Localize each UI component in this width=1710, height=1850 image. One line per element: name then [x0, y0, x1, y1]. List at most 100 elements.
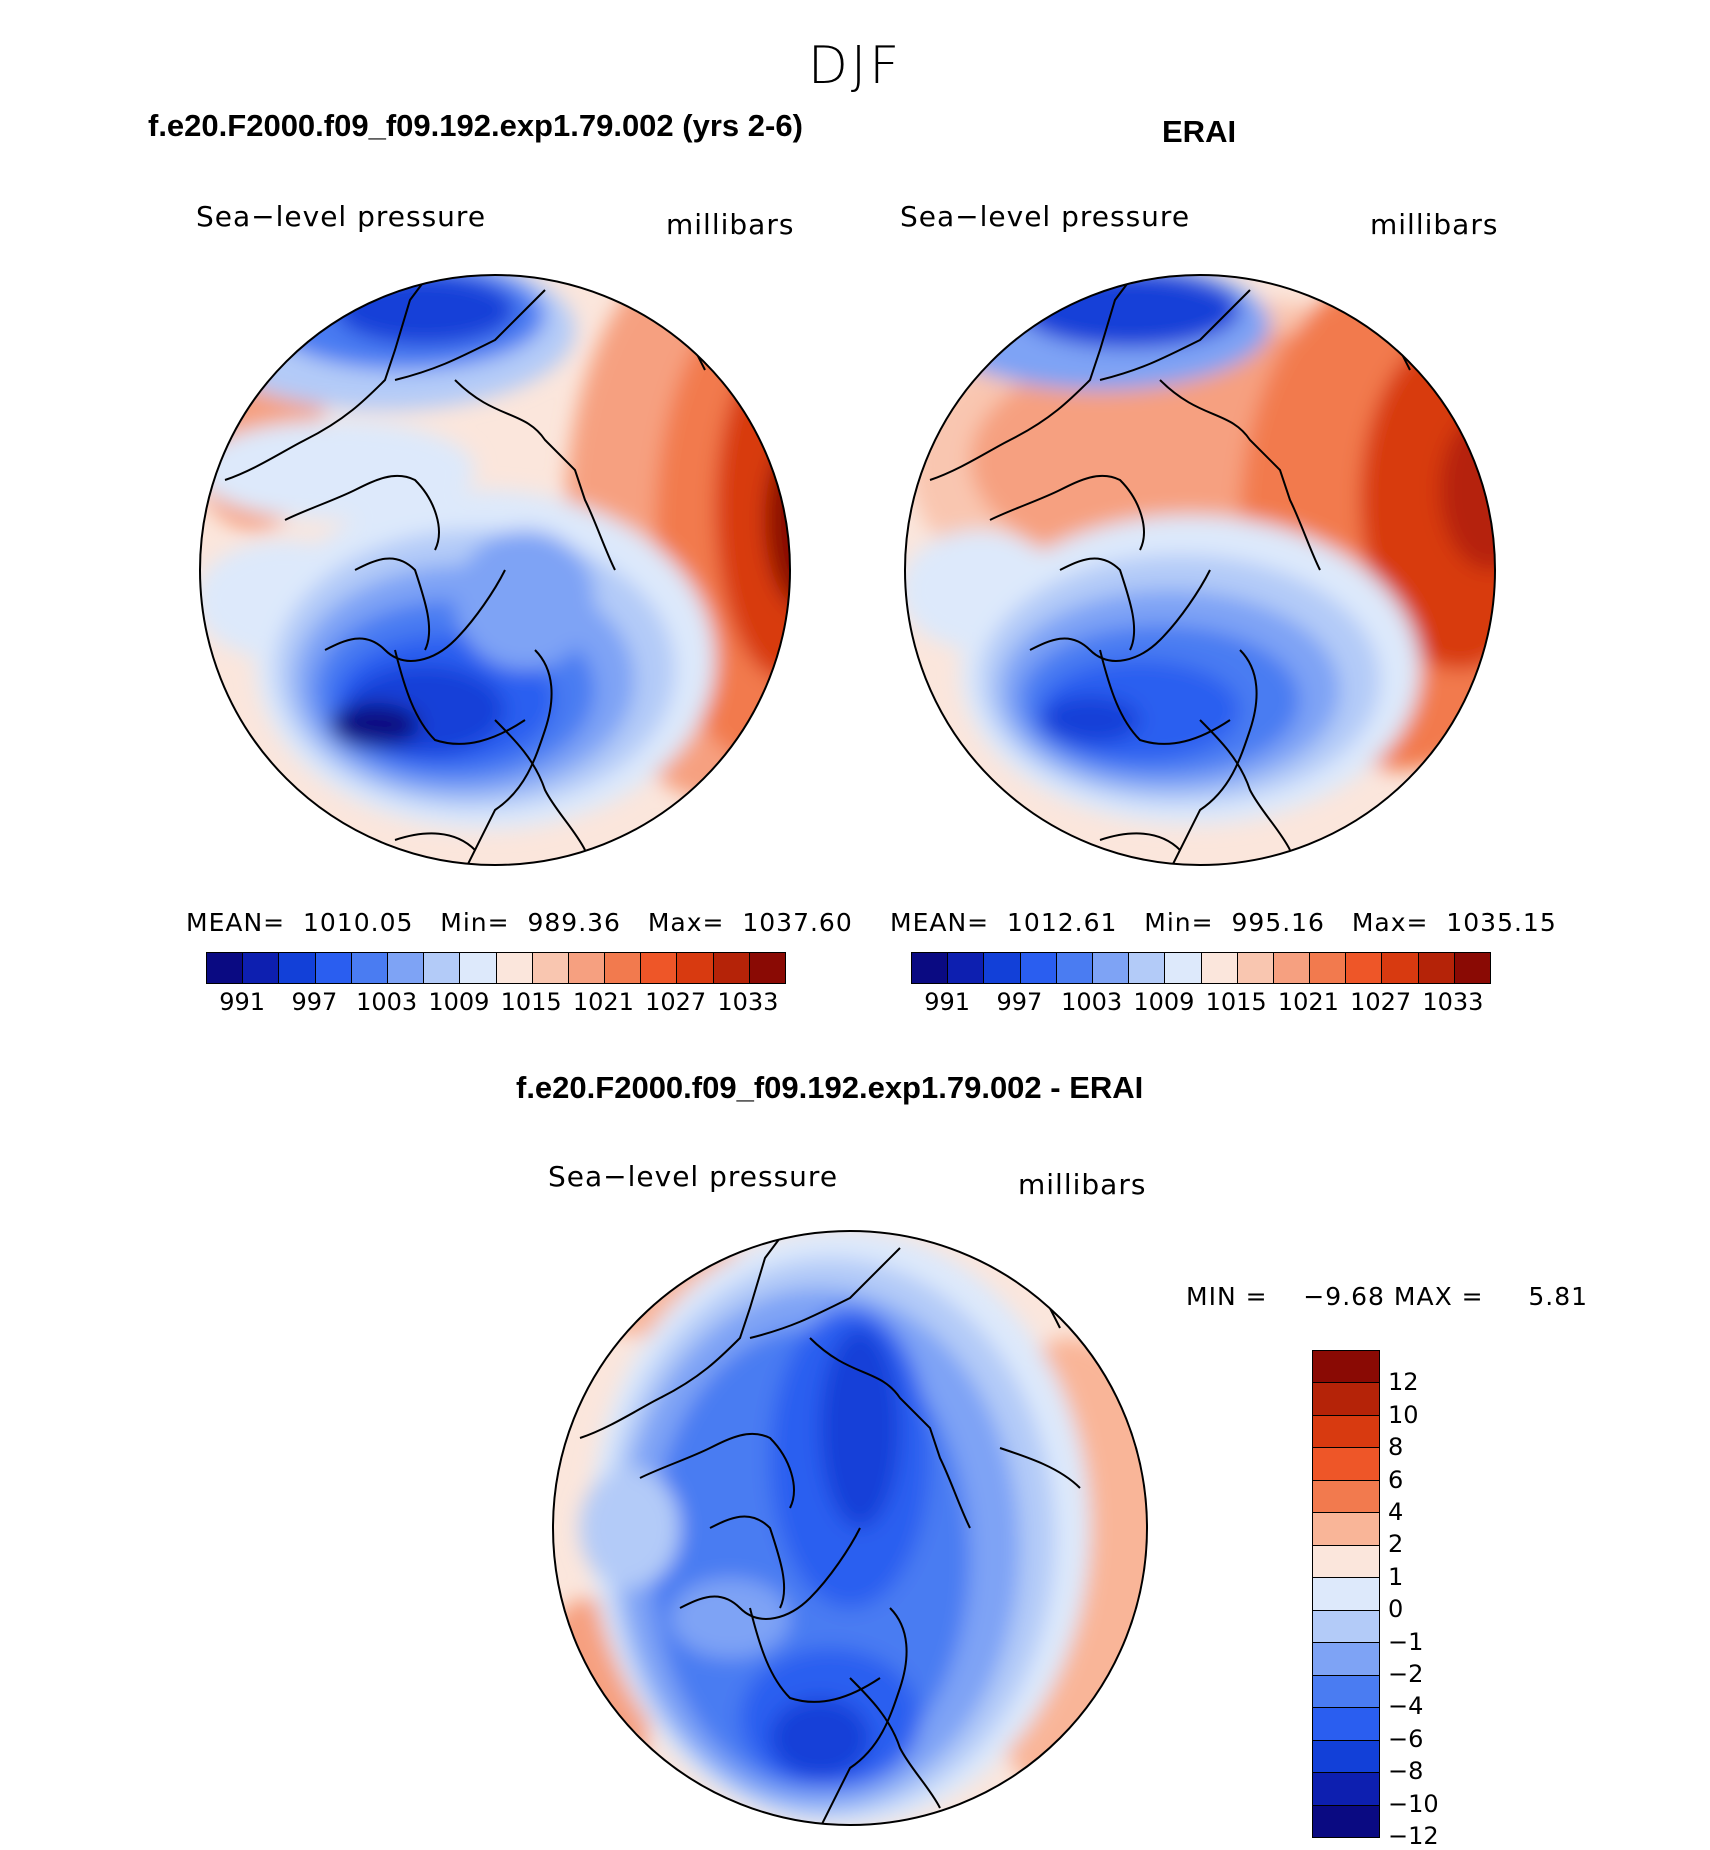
model-mean-label: MEAN= — [186, 908, 286, 937]
obs-variable-label: Sea−level pressure — [900, 200, 1191, 233]
colorbar-swatch — [1313, 1351, 1379, 1384]
colorbar-swatch — [713, 953, 750, 983]
colorbar-tick-label: 1009 — [1133, 988, 1195, 1016]
colorbar-swatch — [279, 953, 316, 983]
colorbar-tick-label: −12 — [1388, 1822, 1439, 1850]
colorbar-tick-label: 1021 — [1277, 988, 1339, 1016]
colorbar-swatch — [1313, 1708, 1379, 1741]
colorbar-tick-label: 1009 — [428, 988, 490, 1016]
colorbar-tick-label: 1021 — [572, 988, 634, 1016]
colorbar-swatch — [1418, 953, 1455, 983]
colorbar-tick-label: −2 — [1388, 1660, 1424, 1688]
colorbar-swatch — [1313, 1675, 1379, 1709]
colorbar-tick-label: −4 — [1388, 1692, 1424, 1721]
colorbar-tick-label: −6 — [1388, 1724, 1424, 1753]
colorbar-swatch — [351, 953, 388, 983]
colorbar-swatch — [948, 953, 985, 983]
colorbar-swatch — [1201, 953, 1238, 983]
colorbar-swatch — [1165, 953, 1202, 983]
colorbar-swatch — [1313, 1545, 1379, 1579]
colorbar-swatch — [984, 953, 1021, 983]
colorbar-swatch — [207, 953, 244, 983]
diff-units-label: millibars — [1018, 1168, 1147, 1201]
model-mean-value: 1010.05 — [303, 908, 414, 937]
colorbar-swatch — [1313, 1773, 1379, 1806]
obs-min-value: 995.16 — [1231, 908, 1325, 937]
colorbar-swatch — [1454, 953, 1490, 983]
colorbar-tick-label: 1027 — [1350, 988, 1412, 1016]
model-max-value: 1037.60 — [742, 908, 853, 937]
colorbar-tick-label: −8 — [1388, 1757, 1424, 1786]
colorbar-tick-label: 4 — [1388, 1498, 1404, 1526]
colorbar-tick-label: 991 — [924, 988, 971, 1016]
colorbar-tick-label: 1003 — [356, 988, 418, 1016]
obs-units-label: millibars — [1370, 208, 1499, 241]
colorbar-swatch — [424, 953, 461, 983]
colorbar-tick-label: 8 — [1388, 1433, 1404, 1462]
model-units-label: millibars — [666, 208, 795, 241]
colorbar-tick-label: 997 — [996, 988, 1043, 1016]
colorbar-swatch — [568, 953, 606, 983]
obs-min-label: Min= — [1144, 908, 1214, 937]
colorbar-swatch — [243, 953, 280, 983]
diff-max-value: 5.81 — [1528, 1282, 1589, 1311]
colorbar-tick-label: 10 — [1388, 1400, 1419, 1429]
diff-min-label: MIN = — [1186, 1282, 1268, 1311]
diff-min-value: −9.68 — [1303, 1282, 1385, 1311]
colorbar-tick-label: 991 — [219, 988, 266, 1016]
colorbar-swatch — [1237, 953, 1274, 983]
colorbar-swatch — [1313, 1643, 1379, 1676]
model-polar-map — [199, 274, 791, 866]
colorbar-tick-label: −1 — [1388, 1627, 1424, 1656]
colorbar-tick-label: −10 — [1388, 1789, 1439, 1818]
obs-panel-title: ERAI — [1162, 114, 1237, 149]
obs-polar-map — [904, 274, 1496, 866]
colorbar-swatch — [460, 953, 497, 983]
colorbar-tick-label: 0 — [1388, 1595, 1404, 1624]
colorbar-swatch — [1092, 953, 1130, 983]
colorbar-tick-label: 2 — [1388, 1530, 1404, 1559]
diff-colorbar — [1312, 1350, 1380, 1838]
diff-stats: MIN = −9.68 MAX = 5.81 — [1186, 1282, 1588, 1311]
model-min-label: Min= — [440, 908, 510, 937]
model-panel-title: f.e20.F2000.f09_f09.192.exp1.79.002 (yrs… — [148, 108, 803, 143]
model-min-value: 989.36 — [527, 908, 621, 937]
colorbar-tick-label: 1027 — [645, 988, 707, 1016]
obs-mean-label: MEAN= — [890, 908, 990, 937]
diff-panel-title: f.e20.F2000.f09_f09.192.exp1.79.002 - ER… — [516, 1070, 1144, 1105]
colorbar-tick-label: 1 — [1388, 1562, 1404, 1591]
colorbar-tick-label: 1015 — [1205, 988, 1267, 1016]
colorbar-swatch — [1313, 1610, 1379, 1644]
colorbar-swatch — [912, 953, 949, 983]
colorbar-swatch — [1313, 1448, 1379, 1481]
colorbar-swatch — [1020, 953, 1057, 983]
colorbar-swatch — [1056, 953, 1093, 983]
colorbar-swatch — [1129, 953, 1166, 983]
colorbar-tick-label: 1033 — [717, 988, 779, 1016]
colorbar-swatch — [1313, 1383, 1379, 1416]
obs-stats: MEAN= 1012.61 Min= 995.16 Max= 1035.15 — [890, 908, 1557, 937]
colorbar-tick-label: 997 — [291, 988, 338, 1016]
obs-max-value: 1035.15 — [1446, 908, 1557, 937]
diff-polar-map — [552, 1230, 1148, 1826]
colorbar-swatch — [1313, 1805, 1379, 1838]
colorbar-tick-label: 6 — [1388, 1465, 1404, 1494]
colorbar-tick-label: 12 — [1388, 1368, 1419, 1397]
colorbar-tick-label: 1003 — [1061, 988, 1123, 1016]
diff-variable-label: Sea−level pressure — [548, 1160, 839, 1193]
colorbar-swatch — [496, 953, 533, 983]
obs-max-label: Max= — [1351, 908, 1429, 937]
model-colorbar — [206, 952, 786, 984]
colorbar-swatch — [1313, 1415, 1379, 1449]
diff-max-label: MAX = — [1393, 1282, 1484, 1311]
season-title: DJF — [807, 36, 903, 96]
colorbar-swatch — [677, 953, 714, 983]
model-variable-label: Sea−level pressure — [196, 200, 487, 233]
colorbar-swatch — [1273, 953, 1311, 983]
colorbar-swatch — [1313, 1513, 1379, 1546]
obs-colorbar — [911, 952, 1491, 984]
model-max-label: Max= — [647, 908, 725, 937]
model-stats: MEAN= 1010.05 Min= 989.36 Max= 1037.60 — [186, 908, 853, 937]
colorbar-swatch — [532, 953, 569, 983]
colorbar-swatch — [1310, 953, 1347, 983]
